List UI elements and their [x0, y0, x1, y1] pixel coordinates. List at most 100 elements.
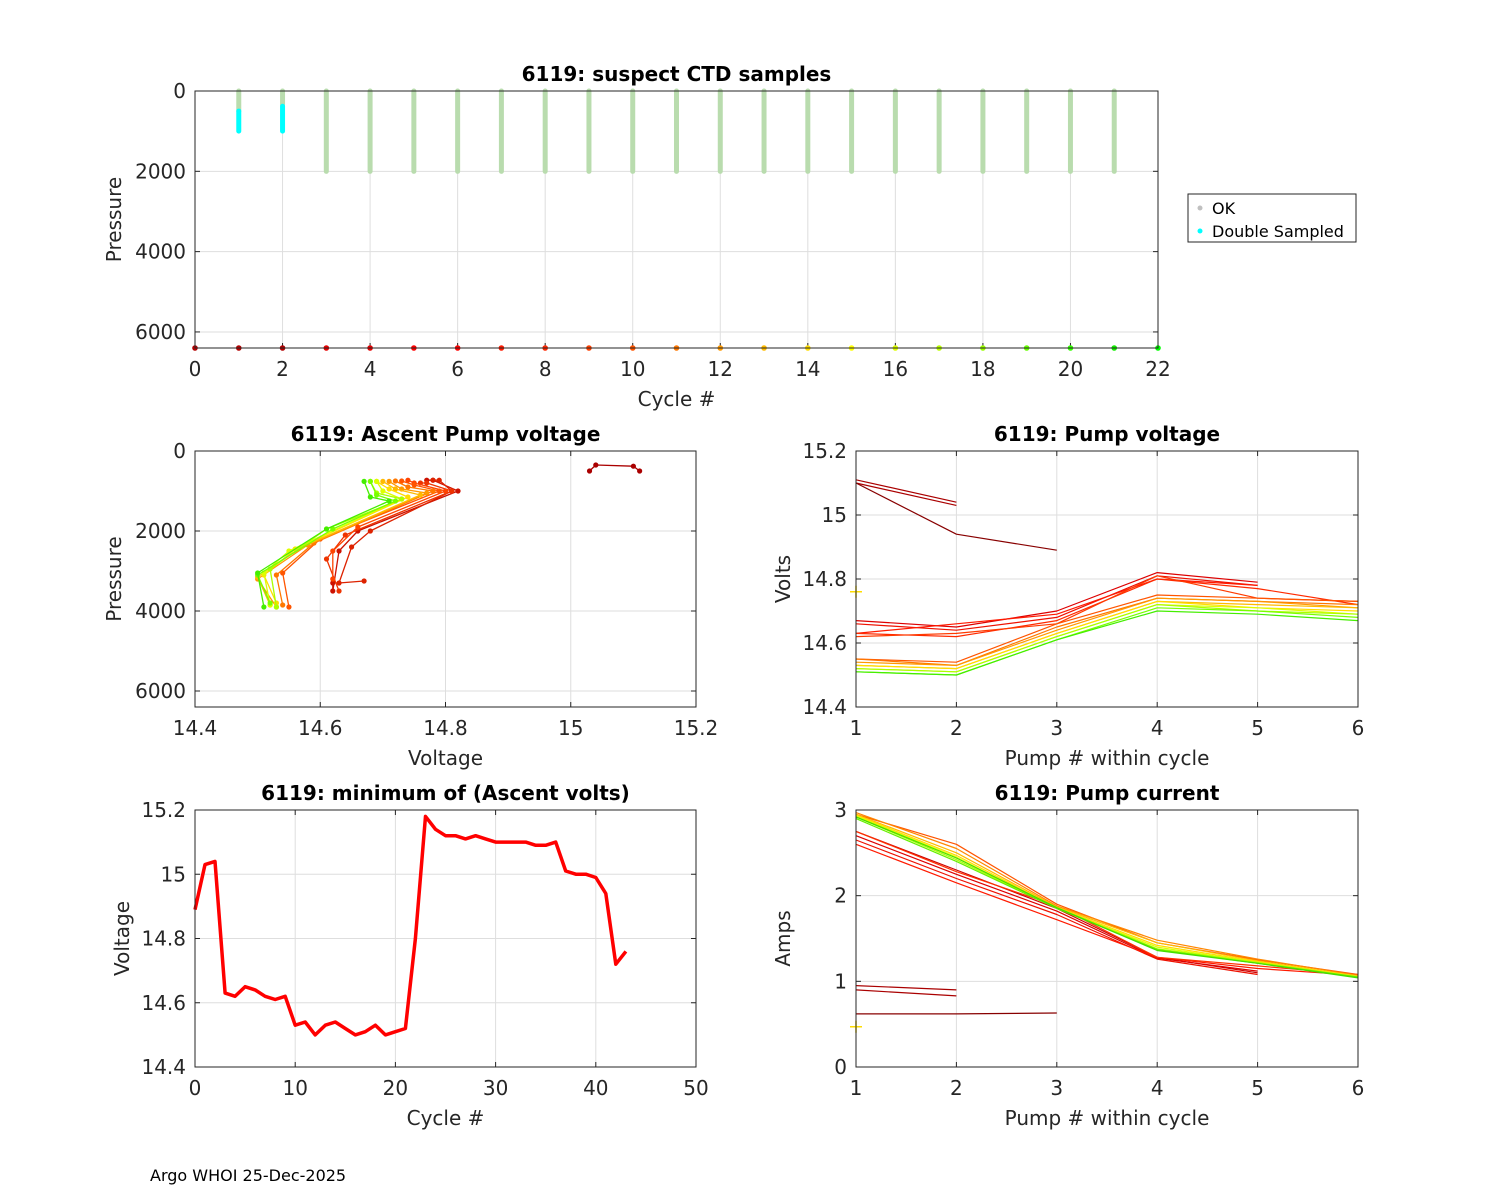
ascent-point	[330, 526, 336, 532]
minvolts-x-tick-label: 20	[383, 1076, 408, 1100]
ascent-point	[374, 478, 380, 484]
pumpv-x-tick-label: 5	[1251, 716, 1264, 740]
ascent-point	[411, 482, 417, 488]
ascent-y-tick-label: 6000	[135, 679, 186, 703]
pumpc-x-tick-label: 1	[850, 1076, 863, 1100]
ascent-axes-frame	[194, 450, 697, 708]
ascent-point	[399, 478, 405, 484]
pumpc-title: 6119: Pump current	[995, 781, 1220, 805]
ascent-point	[405, 484, 411, 490]
pumpc-x-tick-label: 3	[1050, 1076, 1063, 1100]
ctd-x-tick-label: 12	[708, 357, 733, 381]
pumpc-series-line	[855, 813, 1359, 977]
ascent-point	[386, 498, 392, 504]
ascent-point	[361, 478, 367, 484]
ascent-point	[361, 578, 367, 584]
ascent-point	[273, 604, 280, 610]
pumpc-y-tick-label: 2	[834, 884, 847, 908]
ascent-y-tick-label: 4000	[135, 599, 186, 623]
minvolts-x-tick-label: 40	[583, 1076, 608, 1100]
ascent-point	[405, 494, 411, 500]
ascent-point	[323, 556, 330, 562]
ctd-x-tick-label: 18	[970, 357, 995, 381]
ascent-point	[367, 478, 373, 484]
ascent-point	[430, 488, 436, 494]
legend-label: Double Sampled	[1212, 222, 1344, 241]
ctd-x-tick-label: 20	[1058, 357, 1083, 381]
ctd-x-tick-label: 14	[795, 357, 820, 381]
ascent-x-tick-label: 14.4	[173, 716, 218, 740]
pumpv-series-line	[855, 594, 1359, 663]
ascent-point	[330, 588, 336, 594]
minvolts-x-tick-label: 30	[483, 1076, 508, 1100]
pumpv-series-line	[855, 575, 1258, 631]
ascent-point	[367, 494, 373, 500]
minvolts-x-tick-label: 10	[282, 1076, 307, 1100]
legend-marker	[1197, 205, 1203, 211]
ascent-point	[374, 492, 380, 498]
ascent-point	[593, 462, 599, 468]
ctd-x-tick-label: 0	[189, 357, 202, 381]
ascent-point	[355, 524, 361, 530]
pumpc-series-line	[855, 985, 957, 991]
ascent-point	[280, 570, 286, 576]
pumpv-x-tick-label: 4	[1151, 716, 1164, 740]
pumpv-ylabel: Volts	[771, 555, 795, 603]
ascent-point	[386, 478, 392, 484]
pumpc-series-line	[855, 839, 1258, 976]
ctd-x-tick-label: 22	[1145, 357, 1170, 381]
ascent-point	[367, 528, 373, 534]
minvolts-y-tick-label: 14.8	[141, 927, 186, 951]
ascent-point	[436, 477, 442, 483]
ascent-point	[405, 477, 411, 483]
ascent-point	[380, 478, 386, 484]
ascent-x-tick-label: 15.2	[674, 716, 719, 740]
pumpc-series-line	[855, 843, 1359, 976]
pumpc-series-line	[855, 830, 1359, 976]
ascent-point	[336, 548, 342, 554]
ascent-x-tick-label: 14.6	[298, 716, 343, 740]
minvolts-xlabel: Cycle #	[407, 1106, 485, 1130]
ascent-point	[280, 602, 286, 608]
pumpc-y-tick-label: 3	[834, 798, 847, 822]
ascent-point	[336, 580, 342, 586]
ascent-point	[330, 580, 336, 586]
pumpv-y-tick-label: 15	[822, 503, 847, 527]
pumpv-xlabel: Pump # within cycle	[1005, 746, 1210, 770]
ascent-x-tick-label: 15	[558, 716, 583, 740]
pumpc-x-tick-label: 2	[950, 1076, 963, 1100]
legend-box	[1187, 193, 1357, 243]
pumpv-x-tick-label: 2	[950, 716, 963, 740]
ascent-point	[436, 488, 442, 494]
minvolts-x-tick-label: 50	[683, 1076, 708, 1100]
pumpc-x-tick-label: 4	[1151, 1076, 1164, 1100]
ctd-axes-frame	[194, 90, 1159, 349]
ascent-point	[392, 478, 398, 484]
ctd-y-tick-label: 0	[173, 79, 186, 103]
ctd-x-tick-label: 4	[364, 357, 377, 381]
ascent-y-tick-label: 2000	[135, 519, 186, 543]
ctd-y-tick-label: 6000	[135, 320, 186, 344]
legend-marker	[1197, 228, 1203, 234]
minvolts-axes-frame	[194, 809, 697, 1068]
ascent-point	[392, 486, 398, 492]
ctd-x-tick-label: 2	[276, 357, 289, 381]
ascent-point	[586, 468, 593, 474]
min-volts-line	[193, 814, 628, 1037]
minvolts-y-tick-label: 14.6	[141, 991, 186, 1015]
pumpv-y-tick-label: 14.8	[802, 567, 847, 591]
pumpc-series-line	[855, 812, 1359, 976]
pumpv-series-line	[855, 610, 1359, 676]
pumpc-y-tick-label: 0	[834, 1055, 847, 1079]
pumpc-axes-frame	[855, 809, 1359, 1068]
ascent-point	[330, 548, 336, 554]
pumpv-axes-frame	[855, 450, 1359, 708]
ascent-point	[342, 532, 348, 538]
minvolts-y-tick-label: 14.4	[141, 1055, 186, 1079]
ascent-point	[380, 488, 386, 494]
pumpc-series-line	[856, 1012, 1057, 1015]
pumpv-x-tick-label: 6	[1352, 716, 1365, 740]
ascent-title: 6119: Ascent Pump voltage	[291, 422, 601, 446]
pumpc-series-line	[855, 989, 957, 997]
